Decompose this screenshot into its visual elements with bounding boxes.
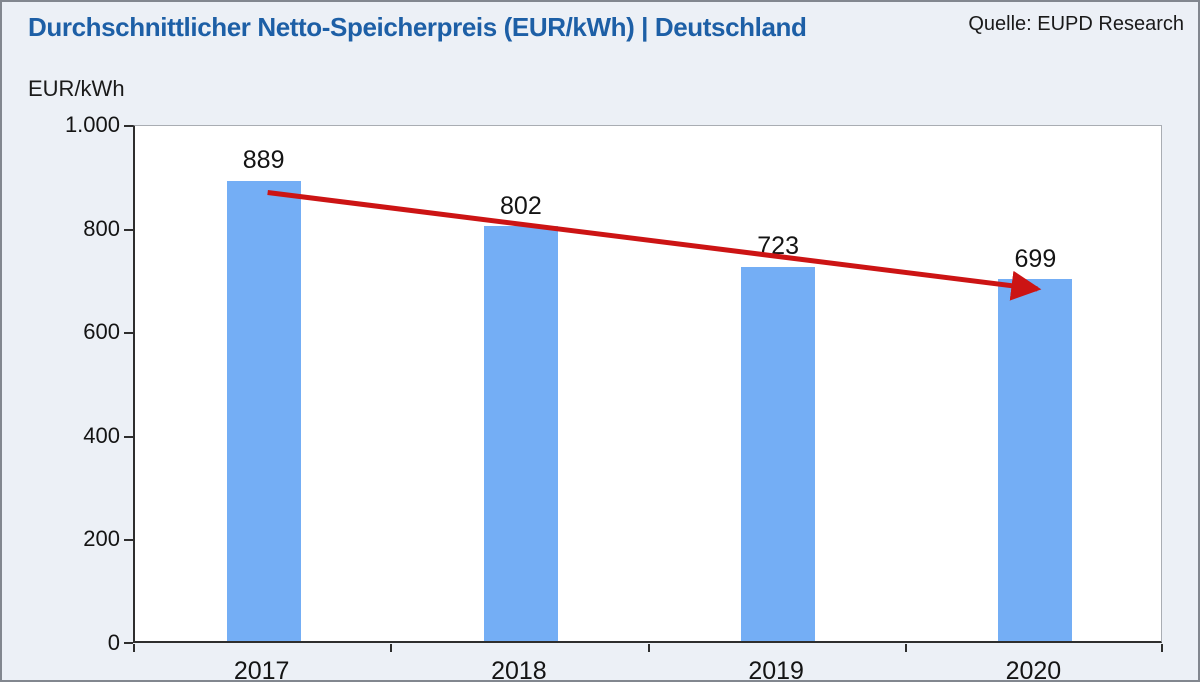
y-tick-mark	[124, 228, 133, 231]
x-tick-mark	[647, 644, 650, 652]
x-tick-mark	[390, 644, 393, 652]
bar-value-label-2018: 802	[500, 191, 542, 220]
y-tick-label-200: 200	[83, 526, 120, 552]
y-tick-label-800: 800	[83, 215, 120, 241]
x-tick-mark	[133, 644, 135, 652]
y-tick-mark	[124, 332, 133, 335]
y-tick-mark	[124, 435, 133, 438]
plot-area: 889 802 723 699	[133, 125, 1162, 643]
y-tick-label-400: 400	[83, 422, 120, 448]
bar-2018	[483, 225, 558, 641]
source-label: Quelle: EUPD Research	[968, 13, 1184, 35]
bar-value-label-2017: 889	[242, 146, 285, 175]
y-tick-label-1.000: 1.000	[64, 112, 120, 137]
x-tick-label-2019: 2019	[748, 657, 804, 682]
x-tick-label-2018: 2018	[491, 657, 547, 682]
y-axis-unit-label: EUR/kWh	[28, 76, 125, 101]
chart-title: Durchschnittlicher Netto-Speicherpreis (…	[28, 12, 807, 42]
y-tick-mark	[124, 125, 133, 127]
x-tick-label-2017: 2017	[233, 657, 290, 682]
y-tick-label-0: 0	[107, 630, 120, 655]
x-tick-label-2020: 2020	[1005, 657, 1062, 682]
x-tick-mark	[1161, 644, 1163, 652]
bar-2019	[741, 266, 816, 641]
bar-value-label-2020: 699	[1014, 244, 1057, 273]
trend-arrow-line	[267, 190, 1042, 301]
bar-value-label-2019: 723	[757, 232, 799, 261]
y-tick-mark	[124, 642, 133, 644]
x-tick-mark	[904, 644, 907, 652]
y-tick-mark	[124, 539, 133, 542]
bar-2020	[998, 278, 1073, 641]
y-tick-label-600: 600	[83, 319, 120, 345]
bar-2017	[226, 180, 301, 641]
